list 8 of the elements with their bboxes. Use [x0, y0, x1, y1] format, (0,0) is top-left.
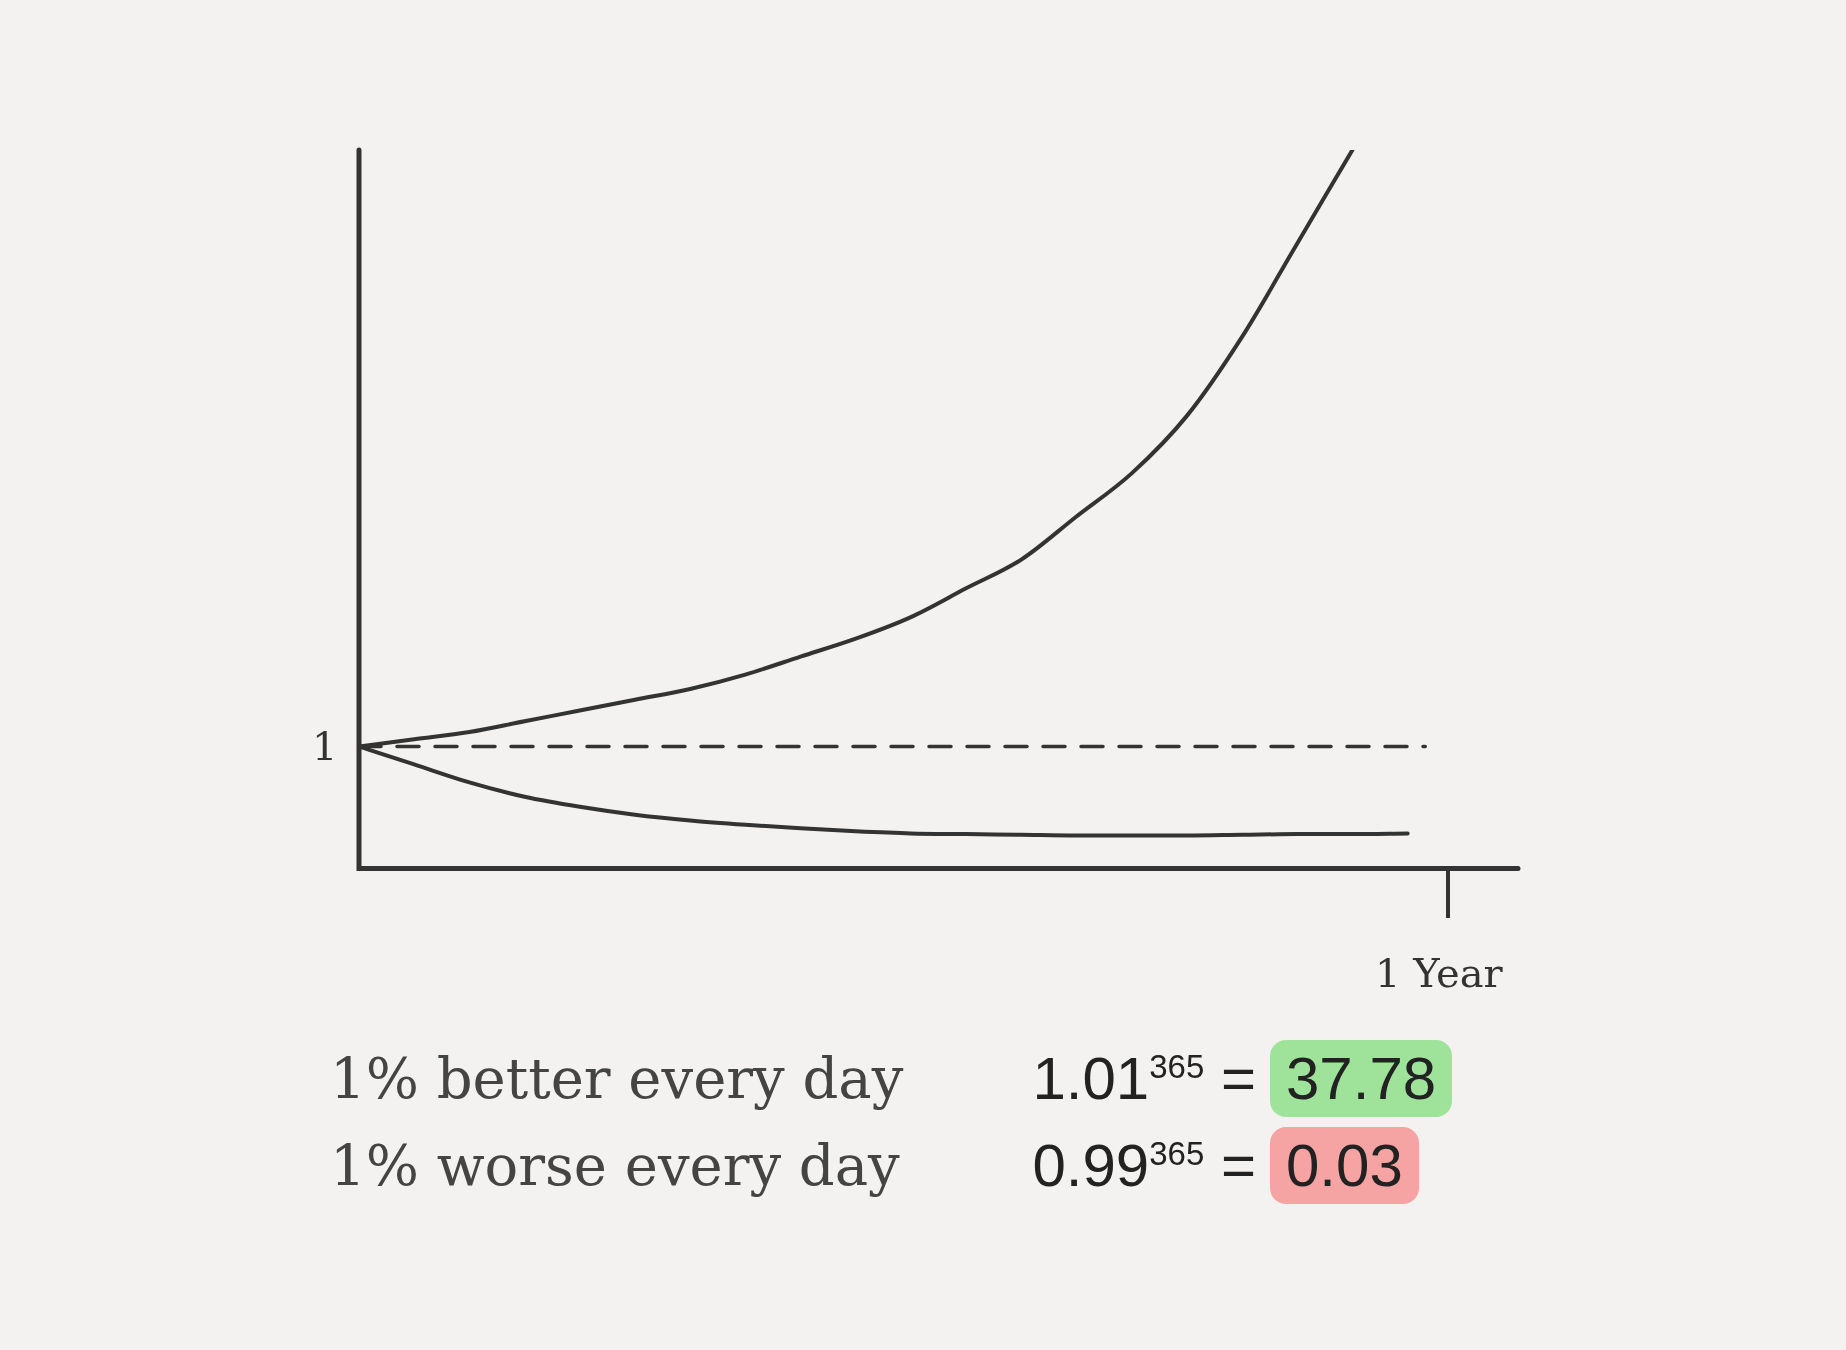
text: 1	[312, 723, 338, 770]
text: 0.99$^{365}$ =	[1031, 1131, 1257, 1200]
text: 1% worse every day	[330, 1133, 901, 1198]
text: 1 Year	[1375, 950, 1503, 996]
text: 1.01$^{365}$ =	[1031, 1044, 1257, 1113]
text: 0.03	[1270, 1127, 1419, 1204]
text: 37.78	[1270, 1040, 1453, 1117]
text: 1% better every day	[330, 1046, 905, 1111]
